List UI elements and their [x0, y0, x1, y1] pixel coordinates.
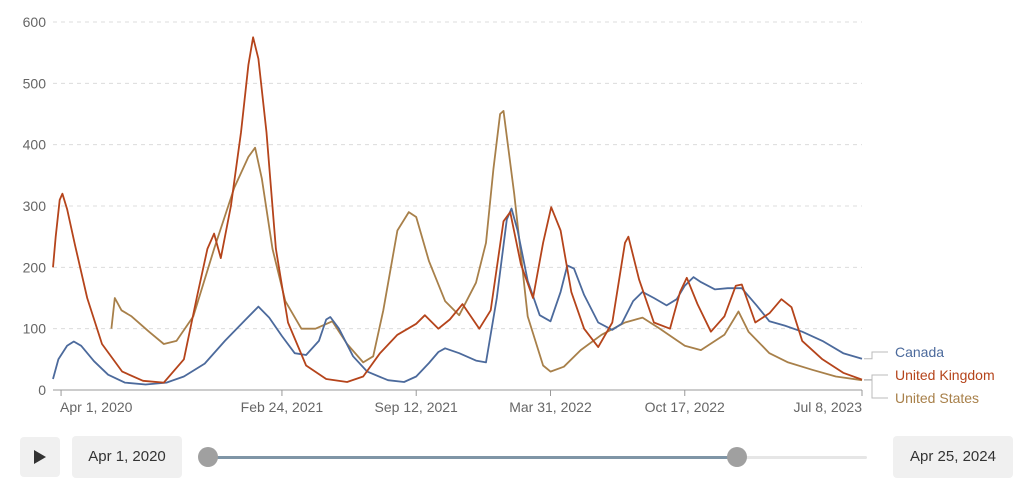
- x-axis: Apr 1, 2020 Feb 24, 2021 Sep 12, 2021 Mar 3…: [60, 390, 863, 415]
- y-tick-label: 200: [23, 259, 47, 275]
- x-tick-label: Sep 12, 2021: [375, 399, 459, 415]
- legend-label-canada: Canada: [895, 344, 944, 360]
- legend-label-united-states: United States: [895, 390, 979, 406]
- legend-label-united-kingdom: United Kingdom: [895, 367, 995, 383]
- timeline-controls: Apr 1, 2020 Apr 25, 2024: [0, 434, 1024, 480]
- end-date-label[interactable]: Apr 25, 2024: [893, 436, 1013, 478]
- slider-start-handle[interactable]: [198, 447, 218, 467]
- y-tick-label: 400: [23, 137, 47, 153]
- x-tick-label: Oct 17, 2022: [645, 399, 725, 415]
- y-tick-label: 500: [23, 75, 47, 91]
- y-tick-label: 0: [38, 382, 46, 398]
- series-line-canada: [52, 207, 863, 386]
- line-chart: 0 100 200 300 400 500 600 Apr 1, 2020 Feb 24, 2…: [23, 14, 995, 415]
- y-tick-label: 300: [23, 198, 47, 214]
- legend: Canada United Kingdom United States: [864, 344, 995, 406]
- y-axis-ticks: 0 100 200 300 400 500 600: [23, 14, 47, 398]
- y-tick-label: 600: [23, 14, 47, 30]
- x-tick-label: Mar 31, 2022: [509, 399, 592, 415]
- slider-end-handle[interactable]: [727, 447, 747, 467]
- legend-connector: [864, 351, 888, 360]
- series-line-united-states: [110, 110, 863, 382]
- series-lines: [52, 36, 863, 386]
- legend-connector: [864, 379, 888, 399]
- y-tick-label: 100: [23, 321, 47, 337]
- x-tick-label: Feb 24, 2021: [241, 399, 324, 415]
- x-tick-label: Jul 8, 2023: [794, 399, 863, 415]
- gridlines: [53, 21, 862, 391]
- x-tick-label: Apr 1, 2020: [60, 399, 133, 415]
- play-button[interactable]: [20, 437, 60, 477]
- series-line-united-kingdom: [52, 36, 863, 384]
- play-icon: [34, 450, 46, 464]
- legend-connector: [864, 374, 888, 381]
- start-date-label[interactable]: Apr 1, 2020: [72, 436, 182, 478]
- slider-range: [207, 456, 737, 459]
